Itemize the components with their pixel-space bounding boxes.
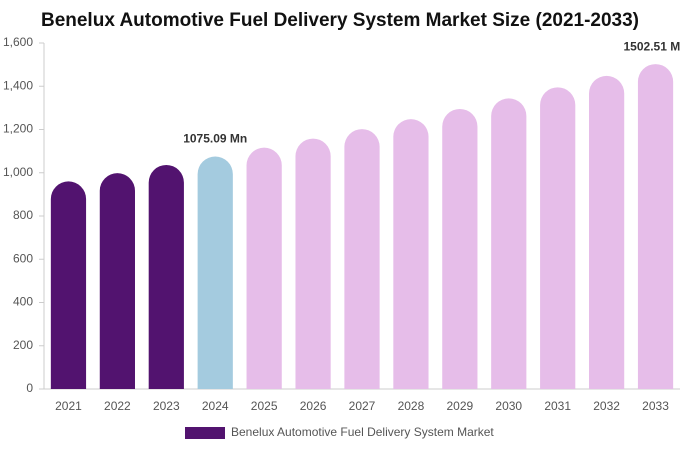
legend-swatch	[185, 427, 225, 439]
bar	[246, 147, 282, 389]
x-tick-label: 2027	[349, 399, 376, 413]
y-tick-label: 200	[13, 338, 33, 352]
bar	[148, 164, 184, 389]
y-tick-label: 400	[13, 295, 33, 309]
x-tick-label: 2021	[55, 399, 82, 413]
bar	[50, 181, 87, 389]
x-tick-label: 2030	[495, 399, 522, 413]
y-tick-label: 1,000	[3, 165, 33, 179]
value-label: 1075.09 Mn	[183, 132, 247, 146]
x-tick-label: 2028	[398, 399, 425, 413]
bar	[491, 98, 527, 389]
bar	[393, 119, 429, 390]
x-tick-label: 2029	[446, 399, 473, 413]
y-tick-label: 1,600	[3, 35, 33, 49]
x-tick-label: 2026	[300, 399, 327, 413]
y-tick-label: 1,200	[3, 122, 33, 136]
legend-label: Benelux Automotive Fuel Delivery System …	[231, 425, 494, 439]
bar	[540, 87, 576, 390]
x-tick-label: 2024	[202, 399, 229, 413]
x-tick-label: 2033	[642, 399, 669, 413]
y-tick-label: 0	[26, 381, 33, 395]
bar	[344, 129, 380, 389]
x-tick-label: 2032	[593, 399, 620, 413]
bar	[637, 64, 674, 389]
chart-title: Benelux Automotive Fuel Delivery System …	[41, 10, 639, 31]
bar	[99, 173, 135, 389]
x-tick-label: 2022	[104, 399, 131, 413]
bar	[589, 75, 625, 390]
value-label: 1502.51 Mn	[624, 39, 680, 53]
bar	[295, 138, 331, 389]
bar	[442, 108, 478, 390]
y-tick-label: 600	[13, 251, 33, 265]
x-tick-label: 2023	[153, 399, 180, 413]
x-tick-label: 2031	[544, 399, 571, 413]
y-tick-label: 800	[13, 208, 33, 222]
y-tick-label: 1,400	[3, 78, 33, 92]
bar	[197, 156, 233, 389]
x-tick-label: 2025	[251, 399, 278, 413]
